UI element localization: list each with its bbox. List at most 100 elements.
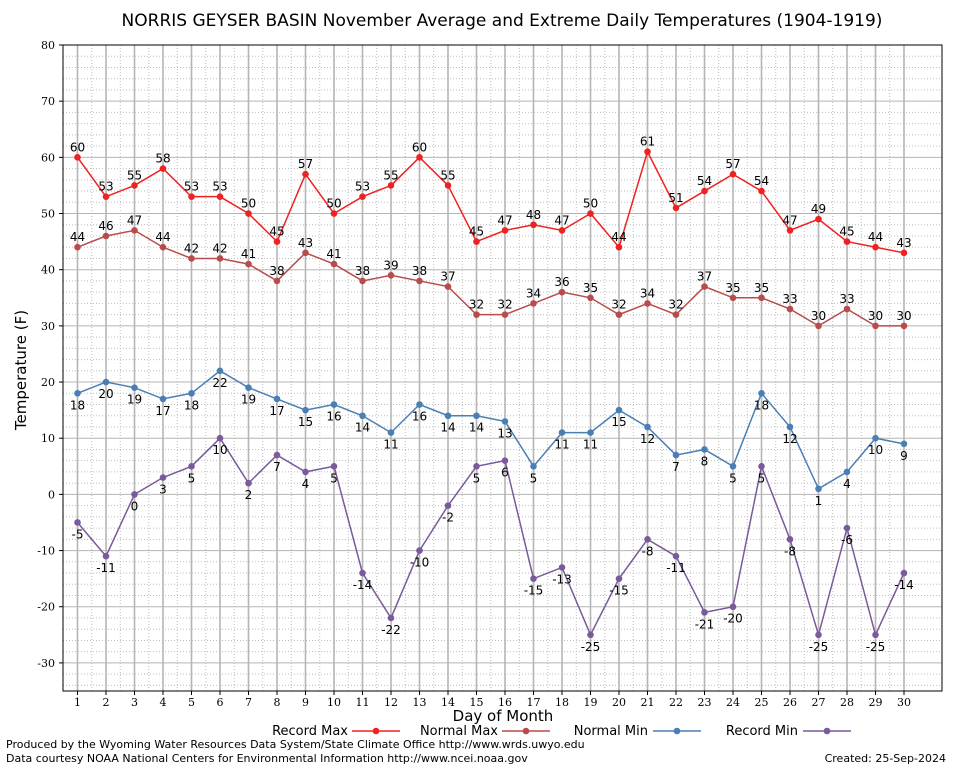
record-min-data-label: -20 bbox=[723, 612, 743, 626]
normal-max-data-label: 32 bbox=[611, 298, 626, 312]
record-min-data-label: 6 bbox=[501, 466, 509, 480]
legend-marker-record-min bbox=[823, 727, 831, 735]
record-min-data-label: -2 bbox=[442, 511, 454, 525]
normal-max-point bbox=[102, 232, 110, 240]
record-min-data-label: -15 bbox=[609, 584, 629, 598]
record-max-point bbox=[330, 210, 338, 217]
x-tick-label: 13 bbox=[413, 696, 427, 709]
normal-max-point bbox=[473, 311, 480, 318]
footer-created-date: Created: 25-Sep-2024 bbox=[825, 752, 946, 765]
record-max-point bbox=[416, 154, 423, 161]
y-tick-label: 80 bbox=[41, 39, 55, 52]
series-record-max: 60 53 55 58 53 53 50 45 57 50 53 55 60 55 45 47 48 47 50 44… bbox=[70, 135, 912, 257]
legend-label-normal-min: Normal Min bbox=[574, 724, 648, 739]
record-max-point bbox=[644, 148, 651, 156]
normal-min-data-label: 11 bbox=[383, 438, 398, 452]
normal-max-data-label: 38 bbox=[355, 264, 370, 278]
record-max-point bbox=[587, 210, 594, 217]
record-max-data-label: 58 bbox=[155, 152, 170, 166]
normal-max-data-label: 47 bbox=[127, 213, 142, 227]
record-min-data-label: 4 bbox=[302, 477, 310, 491]
record-max-point bbox=[245, 210, 252, 217]
x-tick-label: 7 bbox=[245, 696, 252, 709]
record-min-point bbox=[359, 569, 366, 577]
record-min-data-label: -21 bbox=[695, 617, 715, 631]
record-max-data-label: 50 bbox=[241, 197, 256, 211]
record-min-point bbox=[615, 575, 623, 582]
y-tick-label: 30 bbox=[41, 320, 55, 333]
x-tick-label: 3 bbox=[131, 696, 138, 709]
y-tick-label: -10 bbox=[37, 545, 55, 558]
normal-max-point bbox=[245, 260, 252, 268]
record-max-data-label: 47 bbox=[554, 213, 569, 227]
record-min-point bbox=[159, 474, 167, 481]
record-max-point bbox=[501, 227, 509, 234]
record-min-point bbox=[444, 502, 452, 509]
x-tick-label: 27 bbox=[812, 696, 826, 709]
normal-max-data-label: 35 bbox=[754, 281, 769, 295]
record-max-point bbox=[444, 182, 452, 189]
legend-marker-normal-max bbox=[522, 727, 530, 735]
record-min-data-label: -10 bbox=[410, 556, 430, 570]
record-max-point bbox=[615, 243, 623, 251]
normal-max-data-label: 44 bbox=[70, 230, 85, 244]
normal-max-point bbox=[359, 277, 366, 285]
record-max-point bbox=[786, 227, 794, 234]
normal-min-point bbox=[444, 412, 452, 420]
normal-min-data-label: 9 bbox=[900, 449, 908, 463]
record-min-data-label: 10 bbox=[212, 443, 227, 457]
normal-min-data-label: 14 bbox=[469, 421, 484, 435]
record-max-data-label: 55 bbox=[383, 168, 398, 182]
normal-max-point bbox=[701, 283, 708, 290]
record-min-data-label: -25 bbox=[866, 640, 886, 654]
normal-min-data-label: 15 bbox=[298, 415, 313, 429]
record-min-data-label: -6 bbox=[841, 533, 853, 547]
record-max-point bbox=[216, 193, 224, 200]
normal-min-data-label: 19 bbox=[127, 393, 142, 407]
y-axis-title: Temperature (F) bbox=[12, 310, 30, 431]
x-tick-label: 24 bbox=[726, 696, 740, 709]
chart-title: NORRIS GEYSER BASIN November Average and… bbox=[122, 11, 883, 31]
normal-max-data-label: 33 bbox=[839, 292, 854, 306]
x-tick-label: 23 bbox=[698, 696, 712, 709]
record-max-data-label: 43 bbox=[896, 236, 911, 250]
normal-min-point bbox=[587, 429, 594, 436]
normal-min-data-label: 18 bbox=[754, 398, 769, 412]
record-min-data-label: 7 bbox=[273, 460, 281, 474]
normal-min-data-label: 7 bbox=[672, 460, 680, 474]
plot-grid bbox=[63, 44, 942, 691]
record-max-data-label: 49 bbox=[811, 202, 826, 216]
normal-min-point bbox=[872, 434, 879, 442]
normal-max-point bbox=[843, 305, 851, 313]
record-max-point bbox=[159, 165, 167, 172]
normal-max-point bbox=[131, 227, 138, 234]
record-min-data-label: -11 bbox=[96, 561, 116, 575]
normal-min-data-label: 12 bbox=[782, 432, 797, 446]
record-max-point bbox=[74, 154, 81, 161]
record-min-point bbox=[188, 463, 195, 470]
x-tick-label: 22 bbox=[669, 696, 683, 709]
record-max-data-label: 47 bbox=[497, 213, 512, 227]
normal-min-point bbox=[558, 429, 566, 436]
normal-max-point bbox=[644, 300, 651, 307]
record-min-data-label: -14 bbox=[894, 578, 914, 592]
normal-min-point bbox=[188, 389, 195, 397]
normal-max-data-label: 36 bbox=[554, 275, 569, 289]
record-min-point bbox=[330, 463, 338, 470]
normal-max-point bbox=[900, 322, 908, 330]
normal-min-data-label: 13 bbox=[497, 426, 512, 440]
x-tick-label: 19 bbox=[584, 696, 598, 709]
record-max-data-label: 54 bbox=[754, 174, 769, 188]
normal-min-line bbox=[77, 369, 905, 490]
record-max-data-label: 61 bbox=[640, 135, 655, 149]
normal-max-point bbox=[273, 277, 281, 285]
normal-max-data-label: 30 bbox=[868, 309, 883, 323]
record-min-data-label: 5 bbox=[758, 471, 766, 485]
record-min-data-label: 5 bbox=[188, 471, 196, 485]
record-max-data-label: 57 bbox=[298, 157, 313, 171]
record-min-point bbox=[587, 631, 594, 639]
series-normal-max: 44 46 47 44 42 42 41 38 43 41 38 39 38 37 32 32 34 36 35 32… bbox=[70, 213, 912, 330]
record-max-data-label: 53 bbox=[184, 180, 199, 194]
record-max-data-label: 44 bbox=[611, 230, 626, 244]
